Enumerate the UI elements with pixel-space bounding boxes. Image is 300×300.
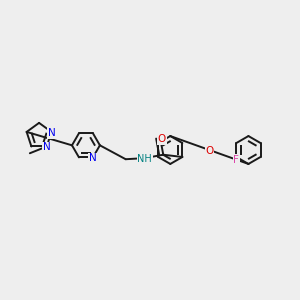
Text: O: O [158, 134, 166, 144]
Text: O: O [205, 146, 214, 156]
Text: N: N [43, 142, 51, 152]
Text: N: N [89, 153, 97, 164]
Text: NH: NH [137, 154, 152, 164]
Text: F: F [233, 154, 239, 164]
Text: N: N [48, 128, 55, 138]
